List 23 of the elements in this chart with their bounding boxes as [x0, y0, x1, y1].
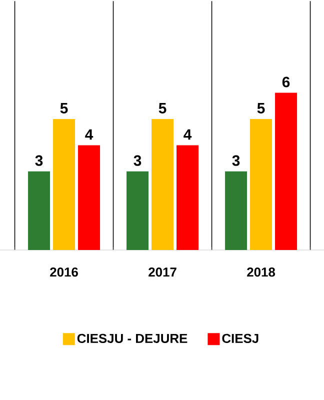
bar [78, 145, 100, 250]
data-label: 5 [60, 103, 68, 114]
x-tick-label: 2016 [50, 268, 78, 277]
data-label: 5 [257, 103, 265, 114]
legend-label: CIESJU - DEJURE [77, 334, 188, 344]
data-label: 4 [184, 129, 192, 140]
bar [152, 118, 174, 250]
bar [250, 118, 272, 250]
bar [275, 92, 298, 250]
data-label: 6 [282, 76, 290, 88]
data-label: 4 [85, 129, 94, 140]
x-tick-label: 2018 [247, 268, 276, 277]
data-label: 3 [35, 155, 43, 166]
bar [225, 171, 248, 250]
legend-label: CIESJ [222, 334, 258, 344]
bar [176, 145, 199, 250]
bar [53, 118, 76, 250]
data-label: 5 [158, 103, 166, 114]
data-label: 3 [134, 155, 142, 166]
x-tick-label: 2017 [148, 268, 176, 277]
bar [28, 171, 50, 250]
bar [126, 171, 149, 250]
data-label: 3 [232, 155, 240, 166]
